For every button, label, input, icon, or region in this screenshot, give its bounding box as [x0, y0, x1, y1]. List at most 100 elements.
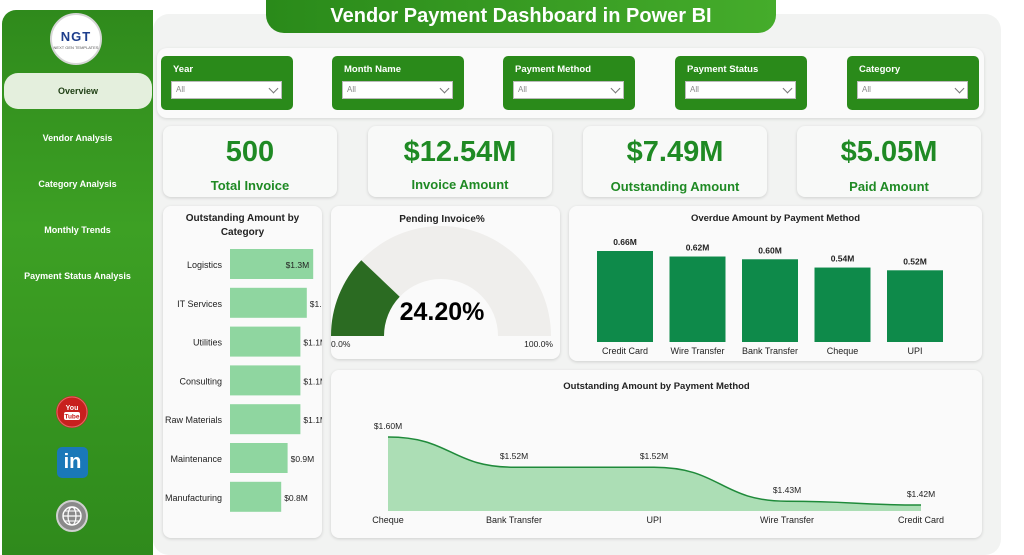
- kpi-total-invoice: 500 Total Invoice: [163, 126, 337, 197]
- chevron-down-icon: [610, 83, 621, 94]
- globe-icon[interactable]: [56, 500, 88, 532]
- logo-text: NGT: [60, 28, 92, 44]
- select-value: All: [518, 85, 527, 94]
- data-label: $1.43M: [773, 485, 801, 495]
- filter-bar: Year All Month Name All Payment Method A…: [157, 48, 984, 118]
- data-label: $1.1M: [303, 415, 322, 425]
- nav-item-category-analysis[interactable]: Category Analysis: [38, 179, 117, 189]
- data-label: 0.60M: [758, 245, 782, 255]
- bar: [230, 365, 301, 396]
- filter-label: Payment Status: [687, 64, 759, 75]
- x-tick-label: Bank Transfer: [486, 515, 542, 525]
- kpi-value: $7.49M: [626, 136, 724, 168]
- data-label: $1.42M: [907, 489, 935, 499]
- payment-method-select[interactable]: All: [513, 81, 624, 99]
- page-title: Vendor Payment Dashboard in Power BI: [266, 0, 776, 33]
- kpi-value: 500: [225, 136, 275, 168]
- filter-payment-method[interactable]: Payment Method All: [503, 56, 635, 110]
- linkedin-text: in: [63, 451, 82, 473]
- data-label: $1.60M: [374, 421, 402, 431]
- globe-glyph: [62, 506, 82, 526]
- bar: [887, 270, 943, 342]
- kpi-label: Paid Amount: [849, 179, 929, 194]
- bar: [230, 326, 301, 357]
- linkedin-icon[interactable]: in: [57, 447, 88, 478]
- gauge-max-label: 100.0%: [524, 339, 553, 349]
- bar: [814, 267, 871, 342]
- x-tick-label: Credit Card: [898, 515, 944, 525]
- x-tick-label: UPI: [646, 515, 661, 525]
- filter-label: Category: [859, 64, 901, 75]
- svg-text:Tube: Tube: [64, 414, 79, 421]
- chart-title: Outstanding Amount by Category: [185, 213, 300, 238]
- company-logo[interactable]: NGT NEXT GEN TEMPLATES: [50, 13, 102, 65]
- bar: [230, 249, 314, 279]
- area-fill: [388, 437, 921, 511]
- youtube-icon[interactable]: You Tube: [56, 396, 88, 428]
- bar: [669, 256, 726, 342]
- category-select[interactable]: All: [857, 81, 968, 99]
- filter-label: Payment Method: [515, 64, 592, 75]
- svg-text:You: You: [66, 405, 79, 412]
- chart-title: Outstanding Amount by Payment Method: [563, 381, 750, 392]
- data-label: $1.1M: [303, 376, 322, 386]
- data-label: $1.3M: [286, 260, 310, 270]
- category-bar-chart: Logistics $1.3M IT Services $1.2M Utilities $…: [165, 249, 322, 512]
- kpi-label: Outstanding Amount: [610, 179, 740, 194]
- outstanding-by-method-card: Outstanding Amount by Payment Method $1.…: [331, 370, 982, 538]
- filter-payment-status[interactable]: Payment Status All: [675, 56, 807, 110]
- nav-item-monthly-trends[interactable]: Monthly Trends: [44, 225, 111, 235]
- x-tick-label: Credit Card: [602, 346, 648, 356]
- year-select[interactable]: All: [171, 81, 282, 99]
- pending-invoice-card: Pending Invoice% 24.20% 0.0% 100.0%: [331, 206, 560, 359]
- data-label: $1.1M: [303, 338, 322, 348]
- data-label: 0.66M: [613, 237, 637, 247]
- x-tick-label: Wire Transfer: [760, 515, 814, 525]
- logo-subtext: NEXT GEN TEMPLATES: [53, 44, 99, 50]
- filter-month-name[interactable]: Month Name All: [332, 56, 464, 110]
- bar: [597, 251, 653, 342]
- x-tick-label: UPI: [907, 346, 922, 356]
- filter-label: Month Name: [344, 64, 401, 75]
- select-value: All: [176, 85, 185, 94]
- bar: [230, 404, 301, 435]
- bar: [230, 481, 282, 512]
- youtube-glyph: You Tube: [56, 396, 88, 428]
- y-tick-label: Consulting: [179, 376, 222, 386]
- y-tick-label: Raw Materials: [165, 415, 223, 425]
- chart-title: Overdue Amount by Payment Method: [690, 213, 861, 224]
- y-tick-label: Logistics: [187, 260, 223, 270]
- data-label: 0.54M: [831, 254, 855, 264]
- sidebar: NGT NEXT GEN TEMPLATES Overview Vendor A…: [2, 10, 153, 555]
- x-tick-label: Cheque: [827, 346, 859, 356]
- filter-year[interactable]: Year All: [161, 56, 293, 110]
- data-label: 0.52M: [903, 256, 927, 266]
- bar: [742, 259, 798, 342]
- y-tick-label: Maintenance: [170, 454, 222, 464]
- x-tick-label: Bank Transfer: [742, 346, 798, 356]
- chevron-down-icon: [439, 83, 450, 94]
- series-line: [387, 436, 922, 506]
- nav-item-overview[interactable]: Overview: [4, 73, 152, 109]
- overdue-bar-chart: 0.66M Credit Card 0.62M Wire Transfer 0.60M B…: [597, 237, 943, 356]
- nav-item-vendor-analysis[interactable]: Vendor Analysis: [42, 133, 113, 143]
- data-label: $1.52M: [640, 451, 668, 461]
- kpi-label: Invoice Amount: [411, 177, 509, 192]
- y-tick-label: Utilities: [193, 338, 223, 348]
- nav-item-payment-status-analysis[interactable]: Payment Status Analysis: [24, 271, 131, 281]
- outstanding-by-category-card: Outstanding Amount by Category Logistics…: [163, 206, 322, 538]
- data-label: $1.2M: [310, 299, 322, 309]
- bar: [230, 287, 307, 318]
- filter-category[interactable]: Category All: [847, 56, 979, 110]
- data-label: $0.8M: [284, 493, 308, 503]
- pending-invoice-gauge: Pending Invoice% 24.20% 0.0% 100.0%: [331, 214, 553, 349]
- select-value: All: [862, 85, 871, 94]
- kpi-value: $12.54M: [403, 136, 517, 168]
- month-name-select[interactable]: All: [342, 81, 453, 99]
- gauge-value: 24.20%: [400, 298, 485, 326]
- select-value: All: [347, 85, 356, 94]
- x-tick-label: Wire Transfer: [670, 346, 724, 356]
- gauge-min-label: 0.0%: [331, 339, 351, 349]
- payment-status-select[interactable]: All: [685, 81, 796, 99]
